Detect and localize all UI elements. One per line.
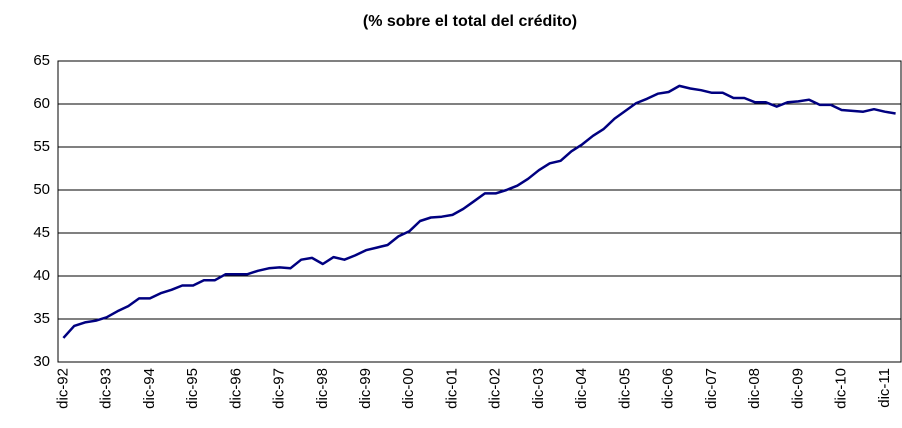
chart-title: (% sobre el total del crédito) [363,13,577,30]
x-tick-label: dic-97 [271,368,288,409]
x-tick-label: dic-94 [141,368,158,409]
x-tick-label: dic-98 [314,368,331,409]
y-tick-label: 35 [33,310,50,327]
plot-border [57,60,902,363]
x-tick-label: dic-05 [616,368,633,409]
x-tick-label: dic-95 [184,368,201,409]
x-tick-label: dic-06 [660,368,677,409]
x-tick-label: dic-93 [98,368,115,409]
x-tick-label: dic-09 [789,368,806,409]
y-tick-label: 40 [33,267,50,284]
y-tick-label: 45 [33,224,50,241]
x-tick-label: dic-01 [443,368,460,409]
x-tick-label: dic-03 [530,368,547,409]
x-tick-label: dic-99 [357,368,374,409]
x-tick-label: dic-10 [833,368,850,409]
x-tick-label: dic-00 [400,368,417,409]
y-tick-label: 55 [33,138,50,155]
y-tick-label: 65 [33,52,50,69]
y-tick-label: 60 [33,95,50,112]
x-tick-label: dic-07 [703,368,720,409]
x-tick-label: dic-92 [54,368,71,409]
x-tick-label: dic-08 [746,368,763,409]
data-line [62,84,896,339]
y-tick-label: 30 [33,353,50,370]
x-tick-label: dic-11 [876,368,893,408]
x-tick-label: dic-02 [487,368,504,409]
y-tick-label: 50 [33,181,50,198]
x-tick-label: dic-04 [573,368,590,409]
x-tick-label: dic-96 [227,368,244,409]
